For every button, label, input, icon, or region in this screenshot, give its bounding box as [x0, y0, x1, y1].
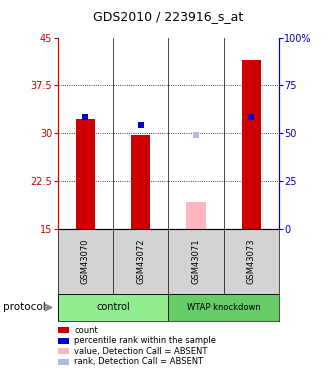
- Text: GSM43070: GSM43070: [81, 239, 90, 284]
- Text: rank, Detection Call = ABSENT: rank, Detection Call = ABSENT: [74, 357, 203, 366]
- Text: control: control: [96, 303, 130, 312]
- Bar: [168, 294, 279, 321]
- Text: value, Detection Call = ABSENT: value, Detection Call = ABSENT: [74, 347, 208, 356]
- Point: [138, 122, 143, 128]
- Text: protocol: protocol: [3, 303, 46, 312]
- Point: [83, 114, 88, 120]
- Bar: [131, 135, 150, 229]
- Point: [248, 114, 254, 120]
- Text: GSM43072: GSM43072: [136, 239, 145, 284]
- Text: GSM43073: GSM43073: [247, 239, 256, 284]
- Text: GDS2010 / 223916_s_at: GDS2010 / 223916_s_at: [93, 10, 244, 23]
- Point: [193, 132, 199, 138]
- Text: percentile rank within the sample: percentile rank within the sample: [74, 336, 216, 345]
- Bar: [76, 119, 95, 229]
- Bar: [242, 60, 261, 229]
- Bar: [58, 294, 168, 321]
- Bar: [186, 202, 206, 229]
- Text: count: count: [74, 326, 98, 335]
- Text: GSM43071: GSM43071: [191, 239, 200, 284]
- Text: WTAP knockdown: WTAP knockdown: [187, 303, 260, 312]
